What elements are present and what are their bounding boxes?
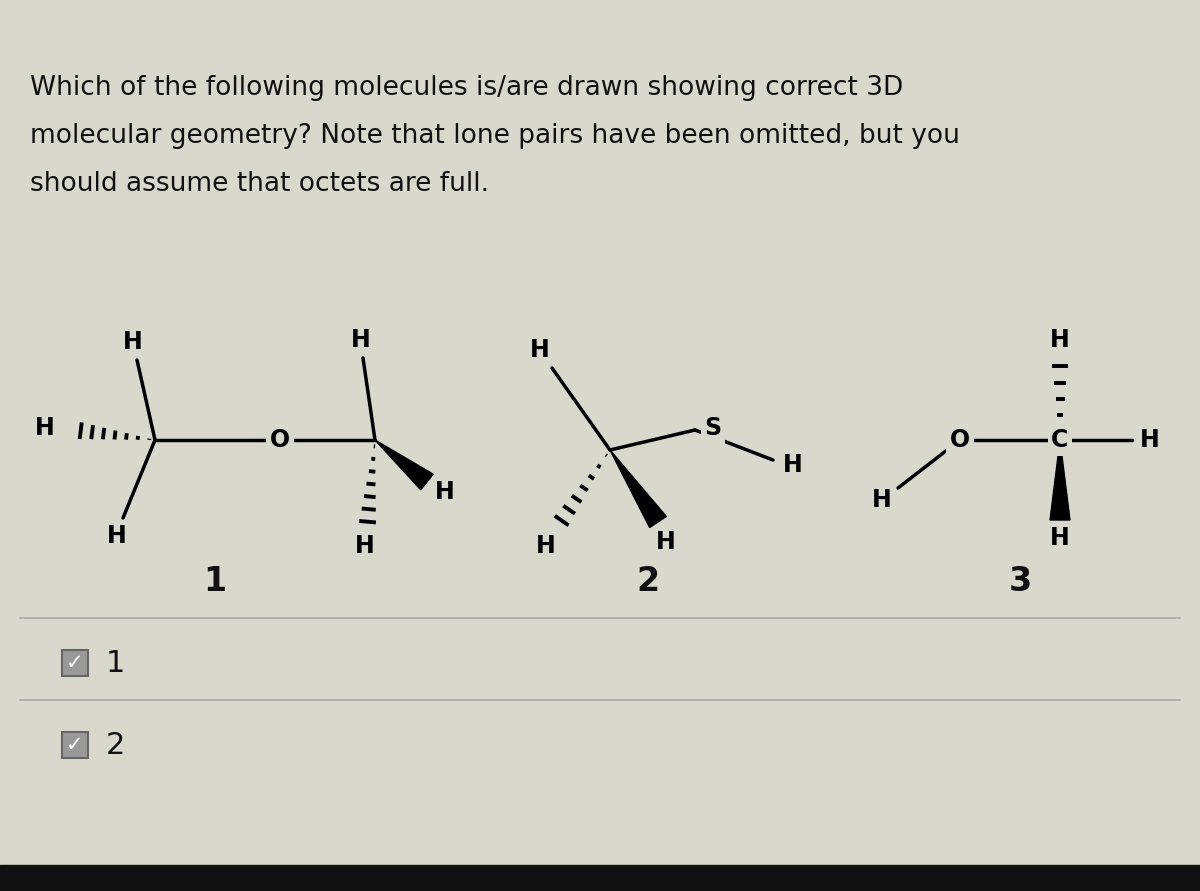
Text: ✓: ✓: [66, 735, 84, 755]
Text: 2: 2: [106, 731, 125, 759]
Text: H: H: [352, 328, 371, 352]
Text: 3: 3: [1008, 565, 1032, 598]
Bar: [62, 650, 88, 676]
Text: C: C: [1051, 428, 1069, 452]
Text: 1: 1: [106, 649, 125, 677]
Text: H: H: [1050, 526, 1070, 550]
Text: H: H: [530, 338, 550, 362]
Text: H: H: [355, 534, 374, 558]
Polygon shape: [610, 450, 666, 527]
Text: H: H: [656, 530, 676, 554]
Text: H: H: [124, 330, 143, 354]
Text: H: H: [1140, 428, 1160, 452]
Polygon shape: [1050, 440, 1070, 520]
Text: 2: 2: [636, 565, 660, 598]
Text: H: H: [436, 480, 455, 504]
Text: H: H: [784, 453, 803, 477]
Text: ✓: ✓: [66, 653, 84, 673]
Text: O: O: [950, 428, 970, 452]
Text: H: H: [107, 524, 127, 548]
Text: H: H: [1050, 328, 1070, 352]
Text: S: S: [704, 416, 721, 440]
Bar: [62, 732, 88, 758]
Text: O: O: [270, 428, 290, 452]
Text: H: H: [872, 488, 892, 512]
Text: should assume that octets are full.: should assume that octets are full.: [30, 171, 490, 197]
Text: molecular geometry? Note that lone pairs have been omitted, but you: molecular geometry? Note that lone pairs…: [30, 123, 960, 149]
Text: H: H: [536, 534, 556, 558]
Text: Which of the following molecules is/are drawn showing correct 3D: Which of the following molecules is/are …: [30, 75, 904, 101]
Text: H: H: [35, 416, 55, 440]
Polygon shape: [374, 440, 433, 490]
Text: 1: 1: [204, 565, 227, 598]
